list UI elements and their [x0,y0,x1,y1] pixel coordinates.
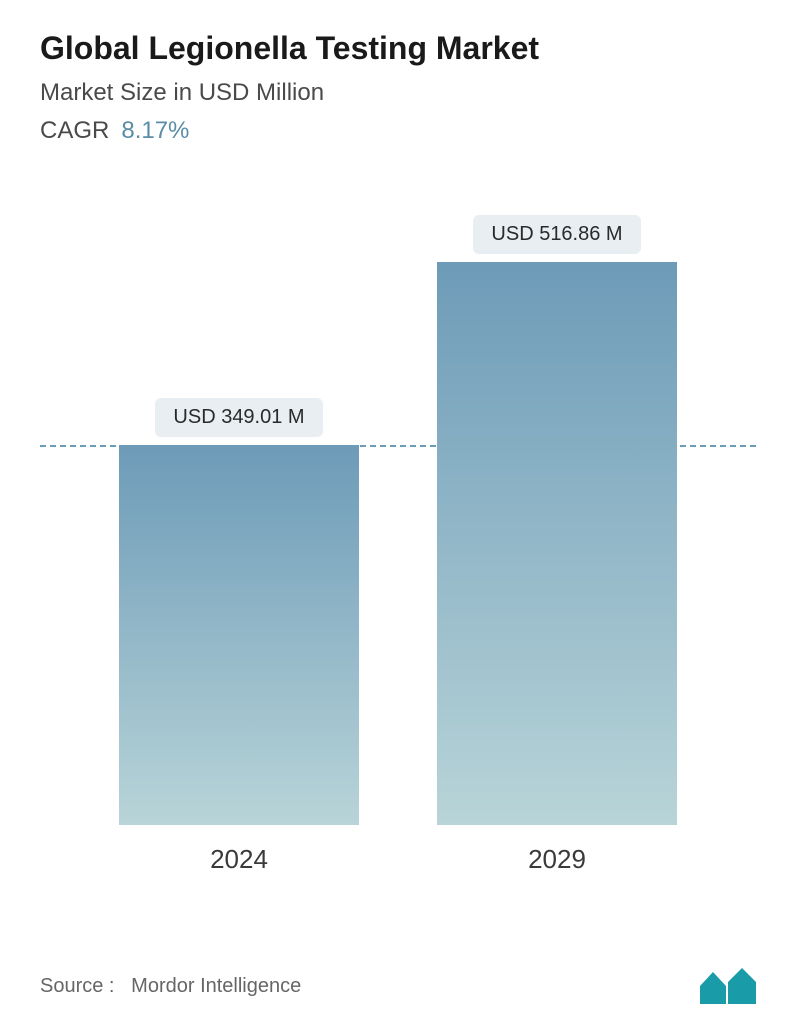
x-label-0: 2024 [119,844,359,875]
cagr-row: CAGR 8.17% [40,117,756,145]
value-label-0: USD 349.01 M [155,398,322,437]
source-text: Source : Mordor Intelligence [40,975,301,998]
bar-group-1: USD 516.86 M [437,215,677,825]
bar-1 [437,262,677,825]
cagr-value: 8.17% [121,117,189,145]
cagr-label: CAGR [40,117,109,145]
source-name: Mordor Intelligence [131,975,301,997]
source-label: Source : [40,975,114,997]
chart-subtitle: Market Size in USD Million [40,79,756,107]
x-axis-labels: 2024 2029 [40,844,756,875]
bars-container: USD 349.01 M USD 516.86 M [40,195,756,825]
footer: Source : Mordor Intelligence [40,968,756,1004]
chart-area: USD 349.01 M USD 516.86 M 2024 2029 [40,195,756,875]
value-label-1: USD 516.86 M [473,215,640,254]
chart-title: Global Legionella Testing Market [40,30,756,67]
x-label-1: 2029 [437,844,677,875]
bar-group-0: USD 349.01 M [119,398,359,825]
bar-0 [119,445,359,825]
logo-icon [700,968,756,1004]
